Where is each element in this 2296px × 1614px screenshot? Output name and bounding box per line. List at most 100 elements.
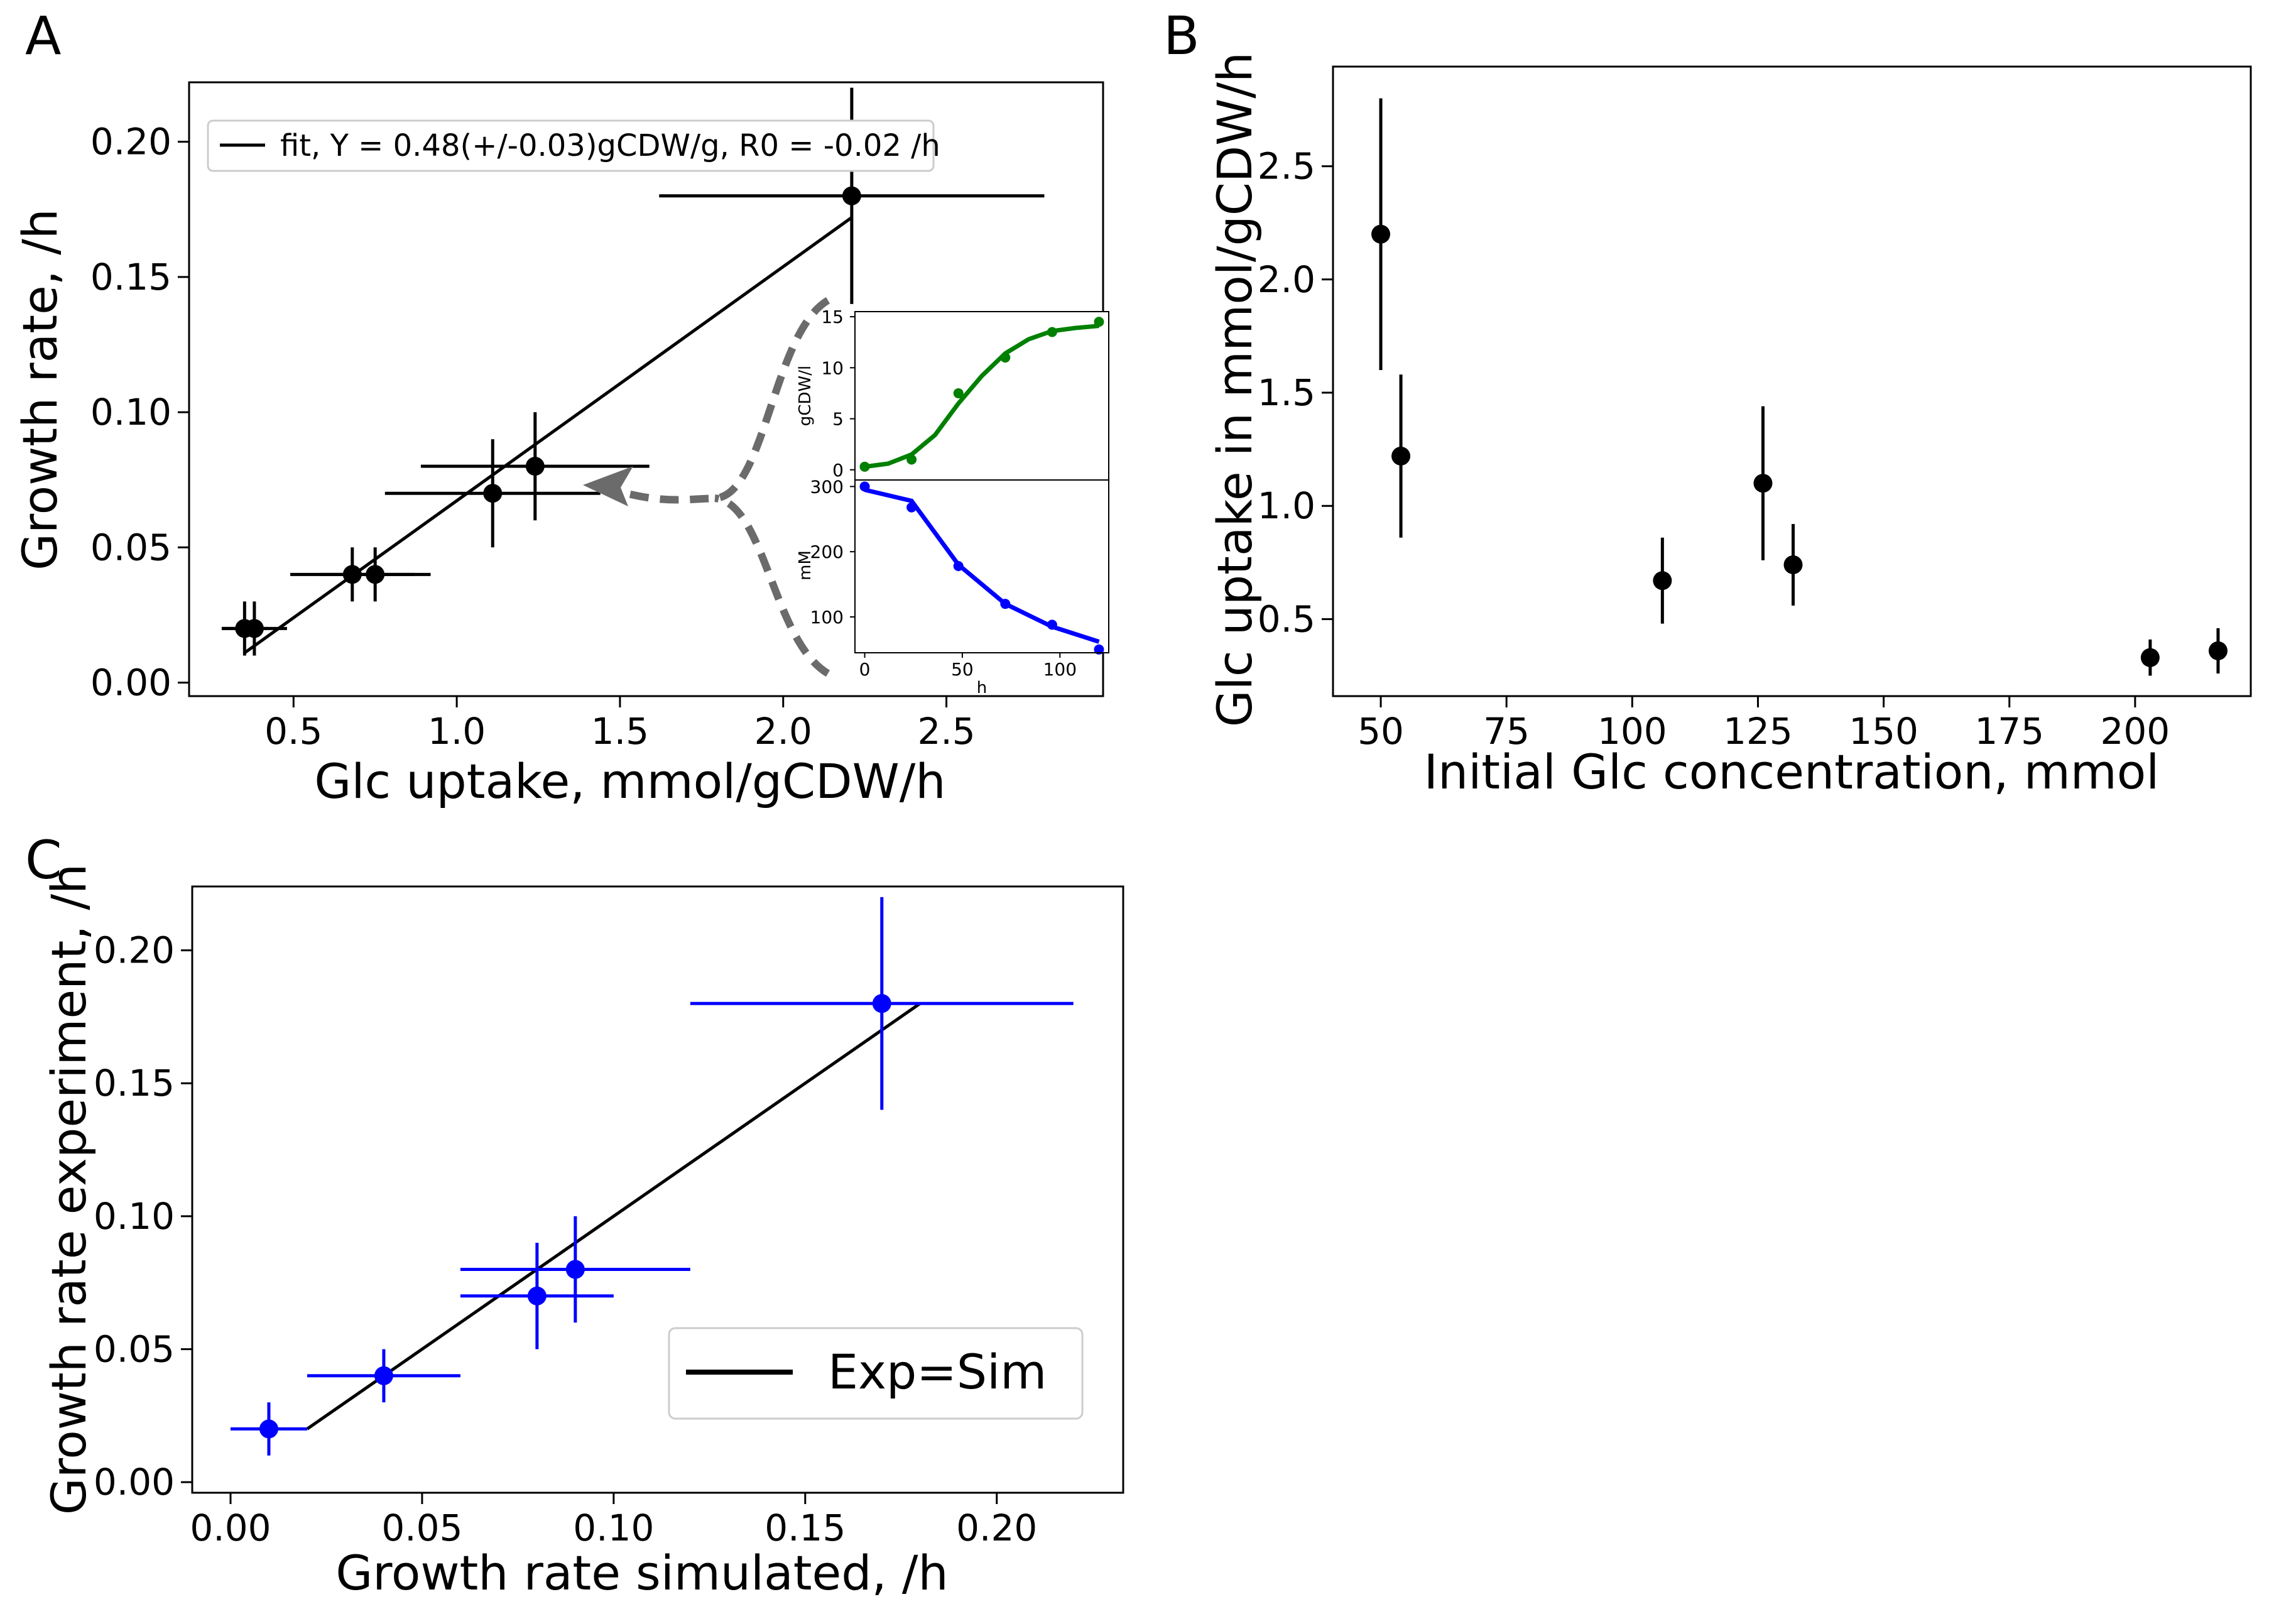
inset-bottom-series — [859, 481, 1104, 655]
data-point — [1371, 224, 1391, 244]
y-tick-label: 200 — [810, 542, 844, 562]
y-tick-label: 0.20 — [90, 121, 171, 163]
x-tick-label: 0.20 — [956, 1507, 1037, 1549]
data-point — [2208, 641, 2228, 660]
inset-point — [1094, 317, 1104, 327]
panel-b-letter: B — [1163, 5, 1200, 67]
data-point — [244, 619, 264, 638]
x-tick-label: 2.5 — [917, 710, 975, 753]
inset-point — [1047, 327, 1057, 337]
inset-callout-lower — [714, 494, 830, 677]
inset-point — [859, 481, 870, 492]
inset-top-ticks: 0 5 10 15 — [821, 307, 855, 481]
y-tick-label: 0.15 — [90, 256, 171, 298]
x-tick-label: 0.10 — [573, 1507, 654, 1549]
panel-b: B 50 75 100 125 150 175 200 0.5 1.0 1.5 2.0 2.5 Glc… — [1163, 5, 2252, 800]
inset-point — [1047, 619, 1057, 630]
y-tick-label: 15 — [821, 307, 844, 327]
inset-bottom-ticks: 0 50 100 100 200 300 — [810, 476, 1077, 680]
data-point — [2140, 648, 2160, 667]
data-point — [366, 565, 385, 584]
data-point — [1653, 571, 1672, 591]
y-tick-label: 5 — [832, 409, 844, 430]
data-point — [527, 1286, 547, 1306]
x-tick-label: 1.5 — [591, 710, 649, 753]
x-tick-label: 0 — [859, 659, 871, 680]
panel-b-frame — [1332, 65, 2252, 697]
inset-callout-upper — [627, 297, 830, 504]
panel-b-xlabel: Initial Glc concentration, mmol — [1424, 744, 2160, 800]
panel-c-identity-line — [306, 1002, 922, 1431]
y-tick-label: 0.5 — [1258, 597, 1315, 640]
inset-chart: 0 5 10 15 0 50 100 100 200 300 gCDW/l mM h — [796, 307, 1109, 697]
inset-curve — [864, 488, 1100, 644]
inset-point — [1094, 644, 1104, 655]
panel-a-ticks: 0.5 1.0 1.5 2.0 2.5 0.00 0.05 0.10 0.15 0.20 — [90, 121, 976, 753]
legend-box — [668, 1327, 1084, 1420]
identity-line — [306, 1002, 922, 1431]
x-tick-label: 125 — [1723, 710, 1793, 753]
x-tick-label: 1.0 — [428, 710, 486, 753]
panel-c-frame — [191, 885, 1124, 1494]
x-tick-label: 100 — [1043, 659, 1077, 680]
legend-text: fit, Y = 0.48(+/-0.03)gCDW/g, R0 = -0.02… — [280, 128, 940, 163]
data-point — [1783, 555, 1803, 574]
x-tick-label: 200 — [2101, 710, 2170, 753]
inset-bottom-ylabel: mM — [796, 550, 815, 581]
data-point — [259, 1419, 278, 1439]
data-point — [1391, 446, 1411, 466]
inset-point — [1000, 352, 1011, 363]
legend-text: Exp=Sim — [828, 1344, 1047, 1400]
inset-top-series — [859, 317, 1104, 472]
y-tick-label: 0 — [832, 460, 844, 481]
data-point — [565, 1260, 585, 1279]
x-tick-label: 0.05 — [381, 1507, 462, 1549]
data-point — [374, 1366, 393, 1385]
panel-a-xlabel: Glc uptake, mmol/gCDW/h — [314, 753, 945, 809]
x-tick-label: 2.0 — [754, 710, 812, 753]
panel-c-ylabel: Growth rate experiment, /h — [41, 864, 97, 1515]
inset-point — [906, 502, 917, 513]
inset-point — [953, 560, 964, 571]
y-tick-label: 0.10 — [90, 391, 171, 433]
panel-a-points — [221, 87, 1045, 656]
y-tick-label: 0.00 — [94, 1461, 175, 1503]
callout-arrowhead — [583, 466, 633, 506]
inset-point — [859, 461, 870, 472]
data-point — [483, 484, 503, 503]
panel-c-letter: C — [25, 829, 62, 891]
x-tick-label: 0.5 — [264, 710, 322, 753]
y-tick-label: 300 — [810, 476, 844, 497]
panel-a-ylabel: Growth rate, /h — [12, 209, 68, 570]
x-tick-label: 175 — [1974, 710, 2044, 753]
y-tick-label: 1.5 — [1258, 371, 1315, 414]
y-tick-label: 0.10 — [94, 1195, 175, 1238]
inset-xlabel: h — [977, 679, 987, 697]
panel-b-points — [1371, 98, 2228, 676]
x-tick-label: 75 — [1483, 710, 1530, 753]
x-tick-label: 0.15 — [764, 1507, 846, 1549]
panel-c-points — [230, 897, 1074, 1456]
y-tick-label: 2.5 — [1258, 145, 1315, 188]
data-point — [842, 186, 861, 205]
panel-c-xlabel: Growth rate simulated, /h — [335, 1545, 948, 1601]
inset-top-ylabel: gCDW/l — [796, 366, 815, 426]
y-tick-label: 0.20 — [94, 929, 175, 972]
data-point — [1753, 474, 1773, 493]
panel-a: A 0.5 1.0 1.5 2.0 2.5 0.00 0.05 0.10 0.15 0.20 fi… — [12, 5, 1109, 809]
x-tick-label: 50 — [951, 659, 974, 680]
panel-a-letter: A — [25, 5, 61, 67]
y-tick-label: 0.05 — [94, 1328, 175, 1370]
inset-bottom-frame — [854, 479, 1109, 653]
inset-curve — [864, 324, 1099, 469]
panel-c-ticks: 0.00 0.05 0.10 0.15 0.20 0.00 0.05 0.10 0.15 0.20 — [94, 929, 1037, 1549]
data-point — [872, 994, 891, 1013]
y-tick-label: 2.0 — [1258, 258, 1315, 301]
inset-point — [1000, 599, 1011, 609]
x-tick-label: 100 — [1597, 710, 1667, 753]
data-point — [525, 457, 545, 476]
y-tick-label: 10 — [821, 357, 844, 378]
inset-point — [906, 454, 917, 465]
y-tick-label: 1.0 — [1258, 484, 1315, 527]
